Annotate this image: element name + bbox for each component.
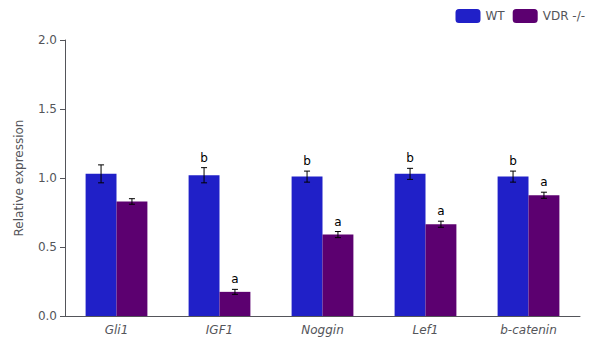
svg-text:b: b [509, 154, 517, 168]
svg-text:b: b [406, 151, 414, 165]
svg-text:0.0: 0.0 [38, 309, 57, 323]
svg-text:a: a [437, 204, 444, 218]
svg-text:IGF1: IGF1 [206, 323, 233, 337]
svg-text:Noggin: Noggin [301, 323, 344, 337]
svg-text:b: b [303, 154, 311, 168]
svg-text:2.0: 2.0 [38, 33, 57, 47]
svg-text:a: a [231, 272, 238, 286]
svg-text:b-catenin: b-catenin [500, 323, 557, 337]
svg-text:a: a [540, 175, 547, 189]
svg-text:1.0: 1.0 [38, 171, 57, 185]
svg-text:Lef1: Lef1 [413, 323, 439, 337]
svg-text:WT: WT [486, 9, 506, 23]
svg-text:b: b [200, 151, 208, 165]
svg-text:VDR -/-: VDR -/- [543, 9, 585, 23]
svg-text:Gli1: Gli1 [105, 323, 129, 337]
svg-text:0.5: 0.5 [38, 240, 57, 254]
svg-text:1.5: 1.5 [38, 102, 57, 116]
svg-text:Relative expression: Relative expression [12, 120, 26, 237]
svg-text:a: a [334, 215, 341, 229]
